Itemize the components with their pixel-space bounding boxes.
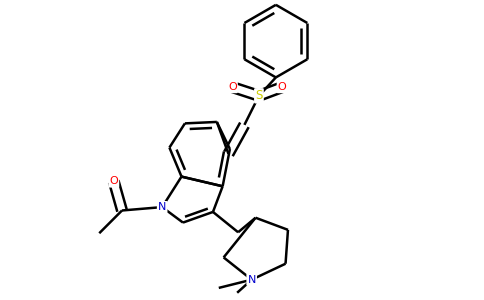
Text: O: O — [228, 82, 237, 92]
Text: N: N — [158, 202, 166, 212]
Text: O: O — [109, 176, 118, 187]
Text: S: S — [255, 89, 263, 102]
Text: O: O — [278, 82, 287, 92]
Text: N: N — [247, 275, 256, 285]
